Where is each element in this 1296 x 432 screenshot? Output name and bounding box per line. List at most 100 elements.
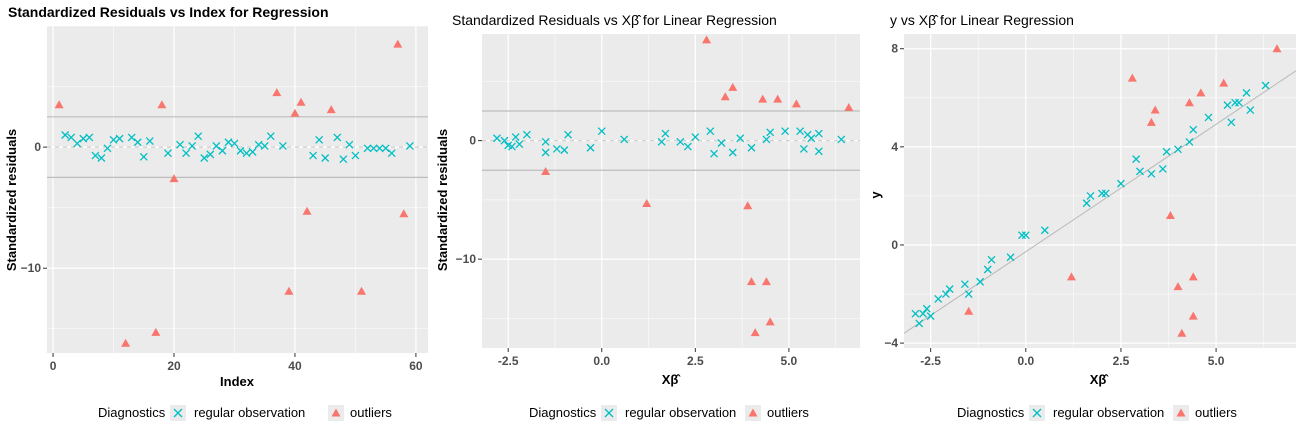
- point-regular: [321, 154, 330, 162]
- point-outlier: [393, 39, 403, 48]
- point-regular: [1174, 145, 1182, 154]
- point-outlier: [844, 102, 854, 111]
- chart-2-ylabel: Standardized residuals: [435, 129, 450, 271]
- y-tick-label: 0: [34, 140, 41, 154]
- point-regular: [799, 144, 808, 153]
- point-outlier: [157, 100, 167, 109]
- point-outlier: [750, 328, 760, 337]
- point-regular: [224, 138, 233, 147]
- point-outlier: [356, 286, 366, 295]
- point-regular: [1116, 179, 1125, 188]
- point-outlier: [290, 108, 300, 117]
- legend-outliers-label: outliers: [767, 405, 809, 420]
- point-regular: [762, 135, 771, 144]
- point-regular: [176, 140, 185, 149]
- chart-3-title: y vs Xβ̂ for Linear Regression: [890, 12, 1074, 28]
- point-outlier: [964, 306, 974, 315]
- point-regular: [61, 131, 70, 139]
- point-outlier: [1188, 272, 1198, 281]
- point-regular: [182, 149, 191, 158]
- point-regular: [133, 138, 142, 147]
- legend-title: Diagnostics: [98, 405, 166, 420]
- point-regular: [278, 141, 287, 150]
- point-regular: [309, 151, 318, 160]
- x-tick-label: 5.0: [781, 354, 798, 368]
- x-tick-label: 20: [167, 359, 181, 373]
- point-regular: [109, 135, 118, 144]
- legend-outliers-label: outliers: [1195, 405, 1237, 420]
- point-regular: [736, 134, 745, 143]
- point-regular: [1021, 231, 1030, 240]
- point-outlier: [1219, 78, 1229, 87]
- point-regular: [230, 139, 239, 148]
- point-regular: [1101, 189, 1110, 198]
- point-regular: [922, 304, 931, 313]
- point-regular: [260, 141, 269, 150]
- point-outlier: [746, 277, 756, 286]
- point-regular: [1223, 101, 1232, 110]
- point-outlier: [296, 97, 306, 106]
- point-regular: [188, 141, 197, 150]
- point-regular: [1006, 253, 1015, 262]
- point-outlier: [720, 92, 730, 101]
- chart-1-plot: 0 20 40 60 −10 0: [21, 25, 428, 373]
- point-regular: [248, 147, 257, 156]
- point-outlier: [1272, 44, 1282, 53]
- point-outlier: [1066, 272, 1076, 281]
- legend-regular-label: regular observation: [1053, 405, 1164, 420]
- chart-2-plot: -2.5 0.0 2.5 5.0 −10 0: [456, 34, 860, 368]
- point-outlier: [728, 82, 738, 91]
- point-regular: [691, 133, 700, 142]
- point-regular: [1234, 98, 1243, 107]
- x-tick-label: 0: [50, 359, 57, 373]
- point-regular: [728, 148, 737, 157]
- point-regular: [541, 148, 550, 157]
- point-regular: [964, 290, 973, 298]
- point-regular: [657, 137, 666, 146]
- y-tick-label: −4: [884, 336, 898, 350]
- point-regular: [960, 280, 969, 289]
- point-outlier: [169, 174, 179, 183]
- chart-2-xlabel: Xβ̂: [662, 372, 682, 387]
- point-regular: [387, 149, 396, 158]
- point-regular: [766, 128, 775, 137]
- legend-regular-key: [601, 405, 617, 421]
- point-regular: [747, 143, 756, 152]
- point-regular: [218, 146, 227, 155]
- point-regular: [522, 130, 531, 139]
- point-outlier: [765, 317, 775, 326]
- point-outlier: [758, 94, 768, 103]
- point-regular: [200, 154, 209, 162]
- point-regular: [807, 134, 816, 143]
- chart-1-title: Standardized Residuals vs Index for Regr…: [8, 4, 329, 20]
- point-regular: [710, 149, 718, 158]
- point-regular: [139, 152, 148, 161]
- legend-regular-key: [170, 405, 186, 421]
- point-regular: [560, 146, 569, 155]
- chart-1: Standardized Residuals vs Index for Regr…: [4, 4, 428, 389]
- point-regular: [706, 127, 715, 136]
- point-regular: [1227, 118, 1236, 127]
- point-outlier: [541, 166, 551, 175]
- point-regular: [837, 135, 846, 144]
- point-regular: [1185, 137, 1194, 146]
- point-regular: [103, 144, 112, 153]
- point-regular: [375, 144, 384, 153]
- point-regular: [333, 133, 342, 142]
- x-tick-label: 0.0: [1017, 354, 1034, 368]
- point-regular: [814, 147, 823, 156]
- point-regular: [1246, 106, 1255, 115]
- point-regular: [1261, 81, 1270, 90]
- point-regular: [351, 151, 360, 160]
- chart-2: Standardized Residuals vs Xβ̂ for Linear…: [435, 12, 860, 387]
- chart-1-xlabel: Index: [220, 374, 255, 389]
- point-regular: [976, 277, 985, 286]
- x-tick-label: -2.5: [498, 354, 519, 368]
- point-regular: [339, 155, 348, 164]
- point-outlier: [1188, 311, 1198, 320]
- point-regular: [85, 133, 94, 142]
- point-regular: [586, 143, 595, 152]
- y-tick-label: 8: [891, 42, 898, 56]
- x-tick-label: -2.5: [920, 354, 941, 368]
- point-regular: [1162, 147, 1171, 156]
